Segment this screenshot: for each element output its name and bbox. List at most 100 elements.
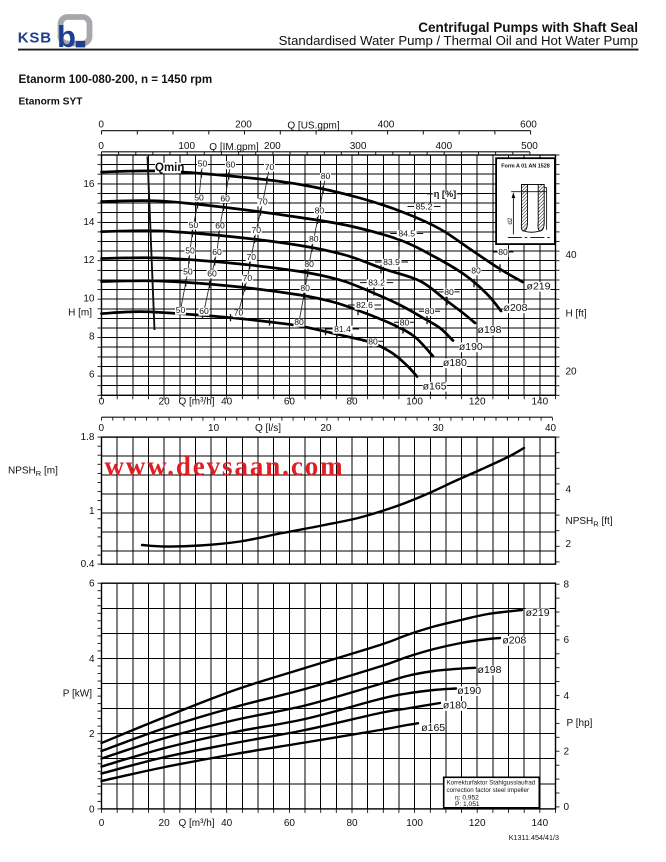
svg-text:H [m]: H [m]	[68, 308, 92, 319]
svg-text:Q [IM.gpm]: Q [IM.gpm]	[209, 142, 259, 153]
svg-text:14: 14	[83, 217, 95, 228]
svg-text:20: 20	[159, 818, 171, 829]
svg-text:ø165: ø165	[421, 722, 445, 734]
svg-text:8: 8	[89, 332, 95, 343]
svg-text:80: 80	[346, 397, 358, 408]
svg-text:50: 50	[198, 159, 208, 169]
svg-text:0: 0	[99, 423, 105, 434]
svg-text:4: 4	[566, 485, 572, 496]
svg-text:80: 80	[498, 247, 508, 257]
svg-text:20: 20	[320, 423, 332, 434]
svg-text:80: 80	[444, 287, 454, 297]
svg-text:80: 80	[368, 336, 378, 346]
svg-text:20: 20	[566, 367, 578, 378]
svg-text:ø165: ø165	[423, 380, 447, 392]
svg-text:NPSHR [ft]: NPSHR [ft]	[566, 516, 613, 529]
svg-text:4: 4	[89, 654, 95, 665]
svg-text:50: 50	[189, 220, 199, 230]
svg-text:ø180: ø180	[443, 357, 467, 369]
svg-text:0: 0	[564, 802, 570, 813]
svg-text:300: 300	[350, 141, 367, 152]
svg-text:70: 70	[247, 252, 257, 262]
svg-text:60: 60	[284, 397, 296, 408]
svg-text:50: 50	[176, 305, 186, 315]
svg-text:Centrifugal Pumps with Shaft S: Centrifugal Pumps with Shaft Seal	[418, 20, 638, 35]
svg-text:60: 60	[207, 268, 217, 278]
svg-text:120: 120	[469, 818, 486, 829]
svg-text:70: 70	[234, 308, 244, 318]
svg-text:80: 80	[300, 283, 310, 293]
svg-text:ø219: ø219	[526, 607, 550, 619]
svg-text:400: 400	[378, 119, 395, 130]
svg-text:84.5: 84.5	[398, 229, 415, 239]
svg-text:81.4: 81.4	[334, 324, 351, 334]
svg-text:100: 100	[178, 141, 195, 152]
svg-text:2: 2	[566, 539, 572, 550]
svg-text:60: 60	[220, 193, 230, 203]
svg-text:10: 10	[208, 423, 220, 434]
svg-text:ø180: ø180	[443, 700, 467, 712]
svg-text:0: 0	[98, 119, 104, 130]
svg-text:Qmin: Qmin	[155, 162, 184, 174]
svg-text:40: 40	[566, 250, 578, 261]
svg-text:60: 60	[284, 818, 296, 829]
svg-text:16: 16	[83, 179, 95, 190]
svg-text:60: 60	[215, 221, 225, 231]
svg-text:Q [m³/h]: Q [m³/h]	[178, 397, 214, 408]
svg-text:140: 140	[531, 397, 548, 408]
svg-text:70: 70	[265, 162, 275, 172]
svg-text:0: 0	[89, 804, 95, 815]
svg-text:50: 50	[183, 267, 193, 277]
svg-text:4: 4	[564, 691, 570, 702]
svg-text:correction factor steel impell: correction factor steel impeller	[447, 787, 530, 794]
svg-text:P [hp]: P [hp]	[567, 718, 593, 729]
svg-text:www.devsaan.com: www.devsaan.com	[105, 451, 345, 481]
svg-text:500: 500	[521, 141, 538, 152]
svg-text:Korrekturfaktor Stahlgusslaufr: Korrekturfaktor Stahlgusslaufrad	[447, 780, 536, 787]
svg-text:ø190: ø190	[459, 341, 483, 353]
svg-text:80: 80	[400, 317, 410, 327]
svg-text:70: 70	[252, 225, 262, 235]
svg-text:K1311.454/41/3: K1311.454/41/3	[509, 833, 559, 842]
svg-text:8: 8	[564, 580, 570, 591]
svg-text:ø208: ø208	[502, 635, 526, 647]
svg-text:400: 400	[435, 141, 452, 152]
svg-text:200: 200	[235, 119, 252, 130]
svg-text:60: 60	[199, 306, 209, 316]
svg-text:100: 100	[406, 397, 423, 408]
svg-text:140: 140	[531, 818, 548, 829]
svg-text:83.9: 83.9	[383, 257, 400, 267]
svg-text:40: 40	[221, 397, 233, 408]
svg-text:ø208: ø208	[504, 302, 528, 314]
svg-text:120: 120	[469, 397, 486, 408]
svg-text:80: 80	[315, 206, 325, 216]
svg-text:80: 80	[309, 234, 319, 244]
svg-text:50: 50	[185, 246, 195, 256]
svg-text:0: 0	[99, 818, 105, 829]
svg-text:b: b	[57, 19, 76, 54]
svg-text:80: 80	[346, 818, 358, 829]
svg-text:85.2: 85.2	[416, 202, 433, 212]
svg-text:Q [m³/h]: Q [m³/h]	[178, 818, 214, 829]
svg-text:60: 60	[226, 160, 236, 170]
svg-text:80: 80	[471, 266, 481, 276]
svg-text:60: 60	[212, 247, 222, 257]
svg-text:200: 200	[264, 141, 281, 152]
svg-text:1: 1	[89, 506, 95, 517]
svg-text:ø190: ø190	[457, 685, 481, 697]
svg-text:80: 80	[294, 317, 304, 327]
svg-text:50: 50	[194, 192, 204, 202]
svg-text:P [kW]: P [kW]	[63, 689, 92, 700]
svg-text:d2: d2	[508, 217, 514, 224]
svg-text:H [ft]: H [ft]	[566, 309, 587, 320]
svg-text:12: 12	[83, 255, 95, 266]
svg-text:82.6: 82.6	[356, 300, 373, 310]
svg-text:600: 600	[520, 119, 537, 130]
svg-text:2: 2	[89, 729, 95, 740]
svg-text:6: 6	[564, 635, 570, 646]
svg-text:70: 70	[258, 197, 268, 207]
svg-text:ø198: ø198	[478, 324, 502, 336]
svg-text:6: 6	[89, 370, 95, 381]
svg-text:80: 80	[304, 259, 314, 269]
svg-text:η [%]: η [%]	[434, 189, 456, 199]
